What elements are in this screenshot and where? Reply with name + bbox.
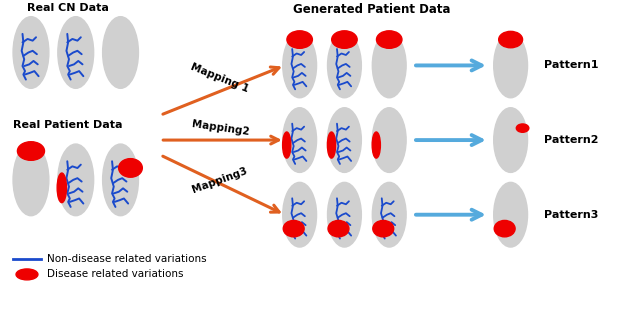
- Ellipse shape: [283, 108, 317, 172]
- Ellipse shape: [328, 108, 362, 172]
- Ellipse shape: [493, 108, 527, 172]
- Ellipse shape: [372, 132, 380, 158]
- Ellipse shape: [372, 108, 406, 172]
- Text: Generated Patient Data: Generated Patient Data: [292, 3, 450, 16]
- Text: Mapping3: Mapping3: [191, 165, 249, 195]
- Ellipse shape: [328, 220, 349, 237]
- Ellipse shape: [493, 182, 527, 247]
- Text: Pattern3: Pattern3: [545, 210, 599, 220]
- Ellipse shape: [332, 31, 357, 48]
- Ellipse shape: [13, 144, 49, 216]
- Text: Non-disease related variations: Non-disease related variations: [47, 255, 207, 265]
- Ellipse shape: [17, 142, 45, 160]
- Ellipse shape: [58, 144, 93, 216]
- Text: Disease related variations: Disease related variations: [47, 269, 184, 279]
- Text: Mapping 1: Mapping 1: [189, 62, 251, 95]
- Ellipse shape: [16, 269, 38, 280]
- Text: Real Patient Data: Real Patient Data: [13, 120, 122, 130]
- Text: Real CN Data: Real CN Data: [27, 3, 109, 13]
- Ellipse shape: [57, 173, 67, 203]
- Ellipse shape: [328, 182, 362, 247]
- Ellipse shape: [283, 33, 317, 98]
- Text: Mapping2: Mapping2: [191, 119, 250, 137]
- Ellipse shape: [283, 182, 317, 247]
- Ellipse shape: [102, 144, 138, 216]
- Ellipse shape: [372, 182, 406, 247]
- Ellipse shape: [328, 33, 362, 98]
- Ellipse shape: [283, 132, 291, 158]
- Ellipse shape: [494, 220, 515, 237]
- Ellipse shape: [493, 33, 527, 98]
- Text: Pattern1: Pattern1: [545, 61, 599, 70]
- Ellipse shape: [118, 159, 142, 177]
- Ellipse shape: [376, 31, 402, 48]
- Ellipse shape: [499, 31, 523, 48]
- Ellipse shape: [58, 17, 93, 88]
- Ellipse shape: [516, 124, 529, 132]
- Text: Pattern2: Pattern2: [545, 135, 599, 145]
- Ellipse shape: [287, 31, 312, 48]
- Ellipse shape: [284, 220, 304, 237]
- Ellipse shape: [13, 17, 49, 88]
- Ellipse shape: [373, 220, 394, 237]
- Ellipse shape: [372, 33, 406, 98]
- Ellipse shape: [102, 17, 138, 88]
- Ellipse shape: [328, 132, 335, 158]
